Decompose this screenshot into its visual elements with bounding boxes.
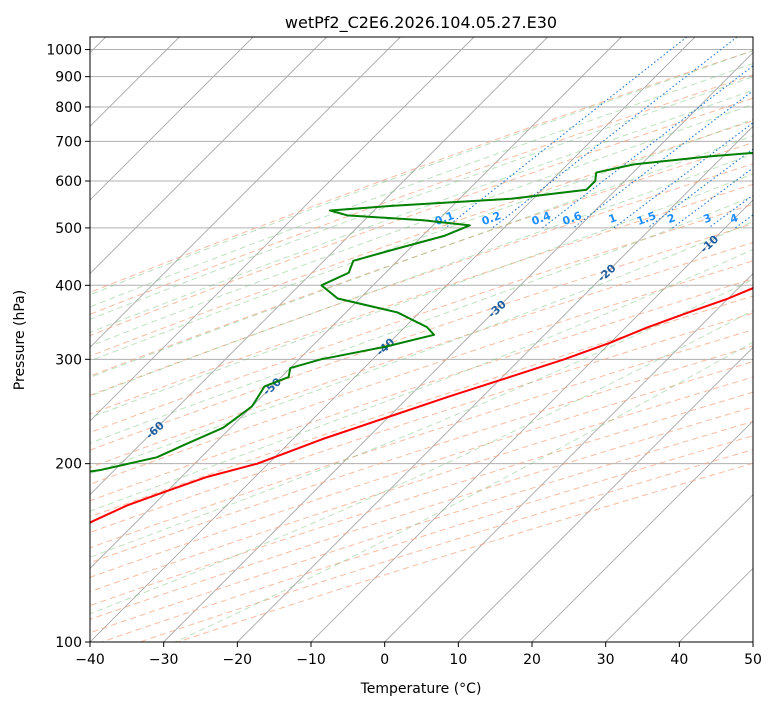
isotherm-line [90, 37, 548, 496]
y-tick-label: 300 [55, 352, 82, 368]
y-tick-label: 900 [55, 70, 82, 86]
dry-adiabat [90, 142, 753, 377]
isotherm-line [163, 52, 753, 642]
dry-adiabat [90, 345, 753, 564]
x-tick-label: 10 [449, 652, 467, 668]
y-tick-label: 100 [55, 635, 82, 651]
mixing-ratio-line [672, 167, 753, 229]
moist-adiabat [90, 76, 753, 320]
y-tick-label: 1000 [46, 43, 82, 59]
x-tick-label: −10 [296, 652, 326, 668]
x-tick-label: −40 [75, 652, 105, 668]
mixing-ratio-label: 0.2 [480, 209, 503, 228]
y-tick-label: 600 [55, 174, 82, 190]
profiles [90, 151, 753, 524]
mixing-ratio-label: 1 [607, 211, 619, 226]
x-tick-label: 20 [523, 652, 541, 668]
isotherm-line [310, 199, 753, 642]
y-tick-label: 800 [55, 100, 82, 116]
moist-adiabat [90, 89, 753, 333]
x-tick-label: 30 [597, 652, 615, 668]
isotherm-line [90, 37, 327, 275]
mixing-ratio-line [492, 37, 738, 229]
x-tick-label: 50 [744, 652, 762, 668]
mixing-ratio-label: 2 [665, 211, 677, 226]
background-lines [90, 37, 753, 642]
isotherm-line [531, 420, 753, 642]
moist-adiabat [90, 173, 753, 419]
moist-adiabat [90, 50, 753, 296]
dewpoint-profile [90, 151, 753, 473]
mixing-ratio-label: 0.4 [530, 209, 553, 228]
dry-adiabat [90, 163, 753, 396]
x-axis-ticks: −40 −30 −20 −10 0 10 20 30 40 50 [75, 642, 762, 668]
isotherm-line [90, 37, 622, 569]
dry-adiabat [90, 329, 753, 549]
moist-adiabat [90, 195, 753, 444]
y-tick-label: 400 [55, 278, 82, 294]
isotherm-line [90, 37, 401, 348]
mixing-ratio-label: 4 [728, 211, 740, 226]
dry-adiabat [90, 97, 753, 337]
dry-adiabat [90, 50, 753, 293]
plot-background [90, 37, 753, 642]
mixing-ratio-label: 0.6 [561, 209, 584, 228]
mixing-ratio-label: 1.5 [635, 209, 658, 228]
mixing-ratio-label: 3 [702, 211, 714, 226]
moist-adiabat [90, 118, 753, 362]
dry-adiabat [90, 120, 753, 357]
dry-adiabat [90, 183, 753, 415]
dry-adiabat [177, 462, 753, 642]
x-tick-label: 0 [380, 652, 389, 668]
x-tick-label: 40 [670, 652, 688, 668]
isotherm-line [90, 37, 475, 422]
isotherm-line [90, 37, 254, 201]
y-axis-label: Pressure (hPa) [12, 290, 28, 390]
plot-frame [89, 36, 754, 643]
y-tick-label: 500 [55, 221, 82, 237]
dry-adiabat [90, 361, 753, 578]
dry-adiabat [101, 435, 753, 642]
moist-adiabat [90, 103, 753, 347]
moist-adiabat [90, 135, 753, 378]
mixing-ratio-line [542, 65, 753, 229]
moist-adiabat [90, 278, 753, 558]
y-tick-label: 700 [55, 134, 82, 150]
chart-title: wetPf2_C2E6.2026.104.05.27.E30 [285, 13, 557, 33]
y-tick-label: 200 [55, 457, 82, 473]
x-tick-label: −20 [223, 652, 253, 668]
isotherm-line [605, 494, 753, 642]
y-axis-ticks: 100 200 300 400 500 600 700 800 900 1000 [46, 43, 90, 651]
x-axis-label: Temperature (°C) [360, 681, 482, 697]
moist-adiabat [90, 153, 753, 397]
isotherm-line [90, 37, 696, 642]
mixing-ratio-line [572, 90, 753, 229]
dry-adiabat [139, 449, 753, 642]
isotherm-line [458, 346, 753, 642]
isotherm-line [384, 273, 753, 642]
isotherm-line [237, 125, 753, 642]
x-tick-label: −30 [149, 652, 179, 668]
temperature-profile [90, 287, 753, 524]
